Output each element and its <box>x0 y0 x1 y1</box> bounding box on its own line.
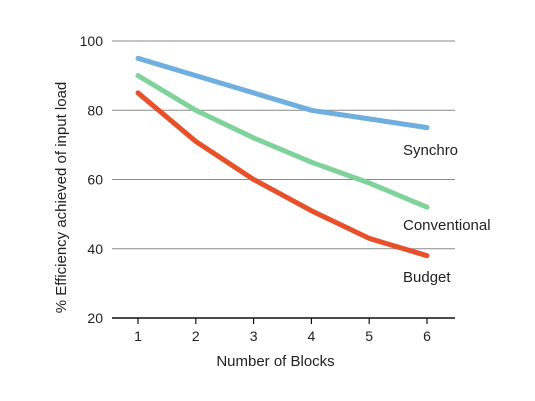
y-axis-ticks: 20 40 60 80 100 <box>80 33 104 326</box>
x-tick-label: 2 <box>192 328 200 344</box>
series-labels: Synchro Conventional Budget <box>403 142 491 286</box>
y-tick-label: 80 <box>87 102 103 118</box>
x-axis-ticks: 1 2 3 4 5 6 <box>134 318 431 344</box>
y-tick-label: 60 <box>87 172 103 188</box>
series-lines <box>135 55 430 259</box>
x-tick-label: 6 <box>423 328 431 344</box>
series-label-synchro: Synchro <box>403 142 458 159</box>
x-tick-label: 1 <box>134 328 142 344</box>
y-tick-label: 100 <box>80 33 104 49</box>
y-axis-label: % Efficiency achieved of input load <box>53 82 70 314</box>
x-tick-label: 4 <box>308 328 316 344</box>
y-tick-label: 20 <box>87 310 103 326</box>
series-line-budget <box>135 90 430 259</box>
series-label-conventional: Conventional <box>403 217 491 234</box>
x-tick-label: 5 <box>365 328 373 344</box>
y-tick-label: 40 <box>87 241 103 257</box>
series-label-budget: Budget <box>403 269 451 286</box>
series-line-conventional <box>135 73 430 210</box>
series-line-synchro <box>135 55 430 131</box>
x-axis-label: Number of Blocks <box>216 353 334 370</box>
x-tick-label: 3 <box>250 328 258 344</box>
